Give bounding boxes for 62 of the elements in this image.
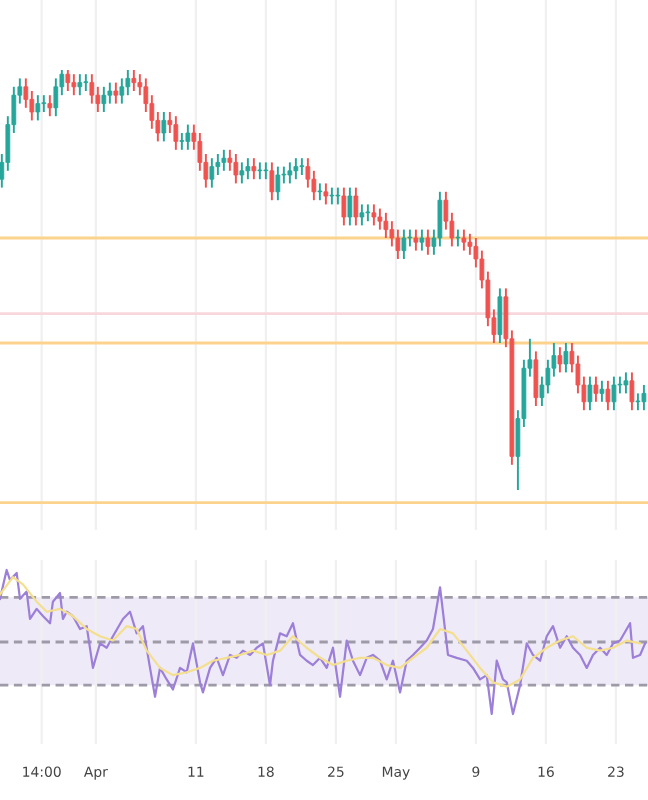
candlestick	[47, 94, 53, 118]
candlestick	[413, 228, 419, 252]
candlestick	[179, 132, 185, 151]
candlestick	[263, 161, 269, 181]
candlestick	[587, 375, 593, 412]
candlestick	[275, 165, 281, 202]
candlestick	[323, 182, 329, 206]
candlestick	[593, 375, 599, 403]
candlestick	[395, 228, 401, 260]
candlestick	[605, 379, 611, 412]
candlestick	[341, 186, 347, 227]
candlestick	[437, 190, 443, 248]
candlestick	[41, 94, 47, 113]
candlestick	[419, 228, 425, 252]
candlestick	[221, 148, 227, 172]
candlestick	[641, 384, 647, 412]
candlestick	[611, 375, 617, 412]
candlestick	[131, 69, 137, 92]
candlestick	[119, 77, 125, 105]
candlestick	[635, 392, 641, 412]
candlestick	[371, 203, 377, 227]
candlestick	[125, 69, 131, 97]
candlestick	[251, 157, 257, 181]
candlestick	[497, 287, 503, 344]
candlestick	[533, 350, 539, 407]
candlestick	[65, 69, 71, 92]
candlestick	[461, 228, 467, 252]
candlestick	[107, 81, 113, 105]
candlestick	[239, 161, 245, 185]
candlestick	[77, 73, 83, 97]
candlestick	[89, 73, 95, 105]
candlestick	[209, 157, 215, 189]
candlestick	[173, 115, 179, 151]
candlestick	[185, 123, 191, 151]
candlestick	[623, 371, 629, 395]
candlestick	[557, 346, 563, 374]
candlestick	[347, 186, 353, 227]
candlestick	[269, 161, 275, 202]
candlestick	[161, 111, 167, 143]
candlestick	[35, 94, 41, 122]
candlestick	[293, 157, 299, 181]
candlestick	[377, 207, 383, 231]
candlestick	[53, 77, 59, 118]
candlestick	[359, 203, 365, 227]
candlestick	[599, 379, 605, 403]
candlestick	[71, 73, 77, 97]
candlestick	[113, 81, 119, 105]
candlestick	[287, 161, 293, 185]
candlestick	[425, 228, 431, 256]
candlestick	[83, 73, 89, 92]
candlestick	[383, 211, 389, 239]
candlestick	[563, 342, 569, 374]
candlestick	[245, 157, 251, 181]
candlestick	[299, 157, 305, 176]
candlestick	[365, 203, 371, 223]
candlestick	[101, 85, 107, 113]
candlestick	[317, 182, 323, 202]
candlestick	[629, 371, 635, 412]
candlestick	[257, 161, 263, 181]
candlestick	[353, 186, 359, 227]
candlestick	[401, 228, 407, 260]
candlestick	[233, 153, 239, 185]
